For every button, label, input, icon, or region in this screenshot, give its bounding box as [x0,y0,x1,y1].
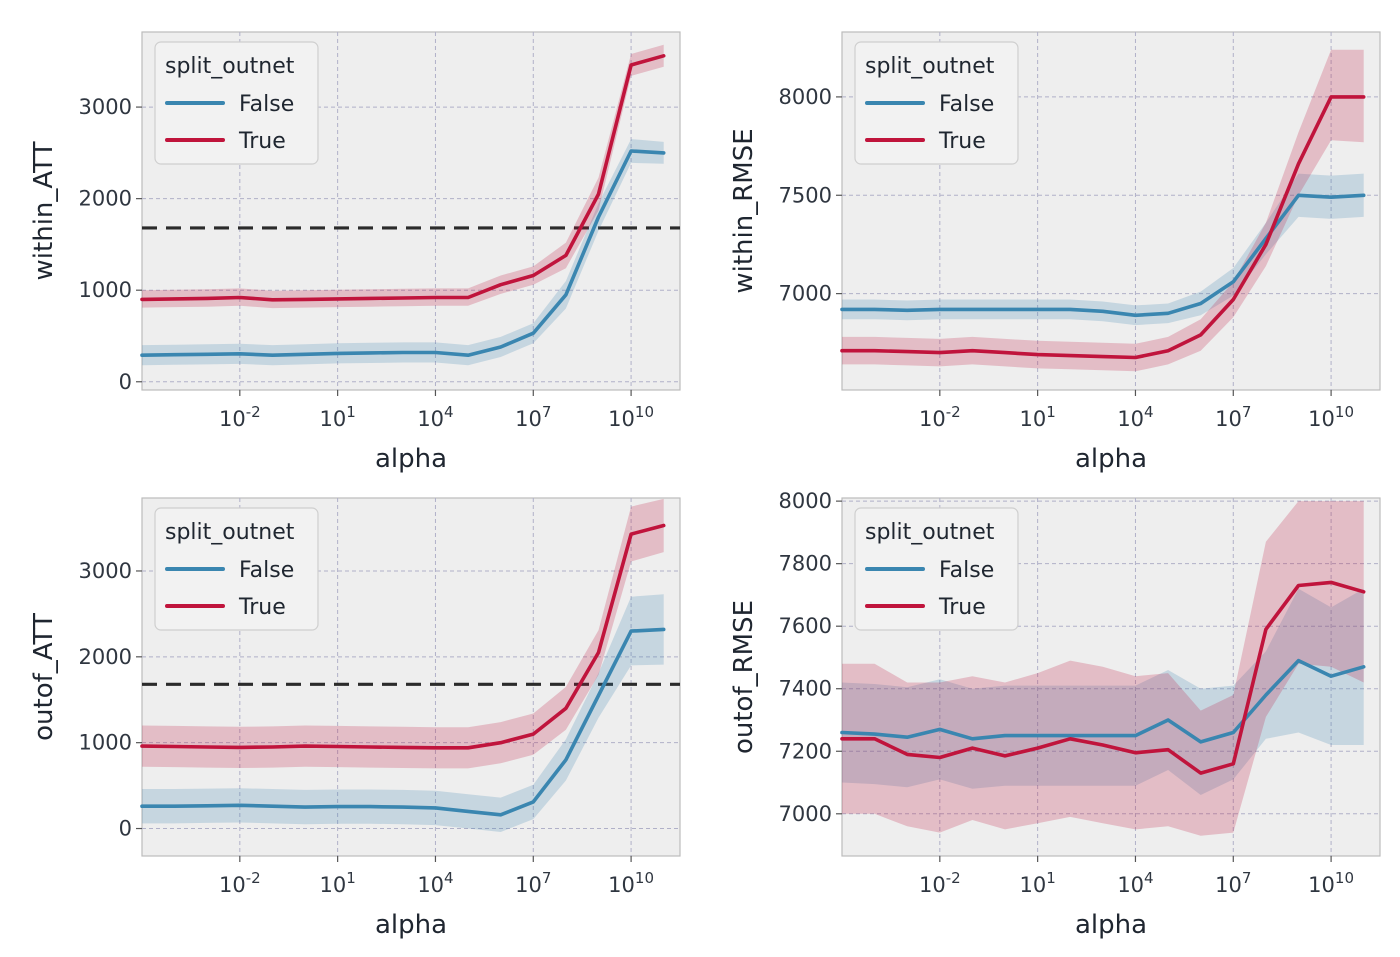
x-tick-label: 101 [319,869,355,897]
y-tick-label: 7000 [779,802,832,826]
confidence-band-false [142,594,664,832]
legend-box [854,41,1019,165]
x-tick-label: 104 [417,869,453,897]
x-tick-label: 107 [1215,403,1251,431]
legend-entry-true: True [238,595,286,620]
legend-entry-false: False [239,92,294,117]
confidence-band-false [842,588,1364,795]
x-tick-label: 1010 [1308,403,1354,431]
y-tick-label: 3000 [79,95,132,119]
x-tick-label: 107 [515,403,551,431]
x-tick-label: 101 [1019,869,1055,897]
series-line-false [140,149,666,358]
x-tick-label: 104 [1117,869,1153,897]
legend-entry-true: True [938,129,986,154]
x-tick-label: 107 [1215,869,1251,897]
y-tick-label: 3000 [79,559,132,583]
x-tick-label: 107 [515,869,551,897]
x-axis-label: alpha [1075,910,1147,940]
y-axis-label: outof_RMSE [729,600,759,754]
series-line-true [140,523,666,750]
x-tick-label: 104 [417,403,453,431]
y-tick-label: 0 [119,817,132,841]
y-tick-label: 7500 [779,183,832,207]
confidence-band-true [842,49,1364,372]
confidence-band-true [842,501,1364,836]
legend-title: split_outnet [165,520,295,545]
x-tick-label: 104 [1117,403,1153,431]
x-tick-label: 10-2 [219,869,261,897]
x-tick-label: 10-2 [919,869,961,897]
x-tick-label: 1010 [608,869,654,897]
legend-box [154,41,319,165]
legend-title: split_outnet [165,54,295,79]
series-line-true [840,95,1366,360]
legend-entry-false: False [939,558,994,583]
chart-panel-2: 7000 7500 8000 10-2 101 104 107 1010 alpha within… [729,31,1381,474]
y-axis-label: within_RMSE [729,128,759,293]
legend-entry-true: True [938,595,986,620]
legend-entry-false: False [939,92,994,117]
chart-panel-1: 0 1000 2000 3000 10-2 101 104 107 1010 alpha withi… [29,31,681,474]
y-axis-label: outof_ATT [29,613,59,741]
legend: split_outnet False True [154,507,319,631]
series-line-false [140,627,666,817]
confidence-band-false [842,173,1364,326]
y-axis-label: within_ATT [29,141,59,280]
y-tick-label: 7400 [779,677,832,701]
legend: split_outnet False True [154,41,319,165]
series-line-true [840,580,1366,775]
y-tick-label: 7800 [779,552,832,576]
legend-box [154,507,319,631]
confidence-band-true [142,498,664,769]
x-axis-label: alpha [375,444,447,474]
x-axis-label: alpha [1075,444,1147,474]
y-tick-label: 7200 [779,739,832,763]
x-tick-label: 101 [319,403,355,431]
y-tick-label: 1000 [79,278,132,302]
chart-panel-3: 0 1000 2000 3000 10-2 101 104 107 1010 alpha outof… [29,497,681,940]
y-tick-label: 7000 [779,282,832,306]
y-tick-label: 2000 [79,645,132,669]
x-tick-label: 10-2 [919,403,961,431]
series-line-true [140,53,666,302]
legend-title: split_outnet [865,520,995,545]
y-tick-label: 8000 [779,489,832,513]
series-line-false [840,193,1366,318]
x-tick-label: 1010 [1308,869,1354,897]
x-tick-label: 1010 [608,403,654,431]
series-line-false [840,658,1366,744]
y-tick-label: 7600 [779,614,832,638]
y-tick-label: 2000 [79,187,132,211]
legend: split_outnet False True [854,41,1019,165]
x-tick-label: 10-2 [219,403,261,431]
chart-panel-4: 7000 7200 7400 7600 7800 8000 10-2 101 104 107 101… [729,489,1381,940]
y-tick-label: 1000 [79,731,132,755]
y-tick-label: 8000 [779,85,832,109]
x-axis-label: alpha [375,910,447,940]
legend-entry-true: True [238,129,286,154]
legend-box [854,507,1019,631]
legend: split_outnet False True [854,507,1019,631]
y-tick-label: 0 [119,370,132,394]
x-tick-label: 101 [1019,403,1055,431]
legend-title: split_outnet [865,54,995,79]
legend-entry-false: False [239,558,294,583]
